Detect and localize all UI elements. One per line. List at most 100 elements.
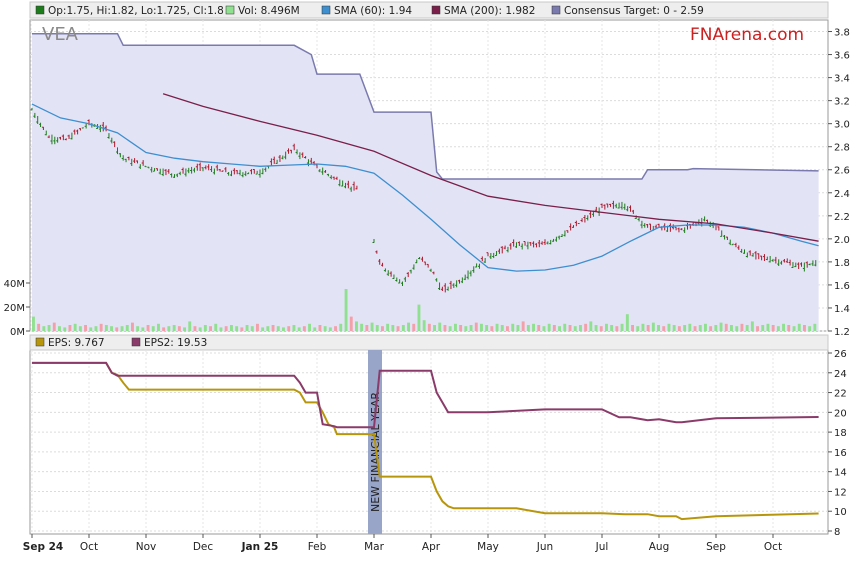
volume-bar	[235, 326, 239, 331]
volume-bar	[422, 320, 426, 331]
volume-bar	[599, 326, 603, 331]
volume-bar	[610, 325, 614, 331]
volume-bar	[641, 323, 645, 331]
volume-bar	[552, 325, 556, 331]
volume-bar	[537, 325, 541, 331]
volume-bar	[115, 327, 119, 331]
volume-bar	[782, 323, 785, 331]
volume-bar	[136, 326, 140, 331]
volume-bar	[787, 325, 791, 331]
volume-bar	[365, 325, 369, 331]
volume-bar	[511, 323, 515, 331]
legend-top: Op:1.75, Hi:1.82, Lo:1.725, Cl:1.8 Vol: 8…	[35, 5, 704, 17]
volume-bar	[433, 325, 436, 331]
volume-bar	[224, 326, 228, 331]
x-tick-label: May	[477, 541, 499, 553]
volume-bar	[485, 325, 489, 331]
volume-bar	[579, 325, 582, 331]
volume-bar	[230, 325, 233, 331]
volume-bar	[761, 325, 765, 331]
x-tick-label: Sep	[706, 541, 726, 553]
volume-bar	[766, 323, 770, 331]
volume-bar	[448, 326, 452, 331]
volume-bar	[735, 326, 739, 331]
volume-bar	[89, 327, 93, 331]
legend-bottom-bar	[29, 334, 829, 351]
volume-bar	[266, 326, 270, 331]
volume-bar	[417, 304, 421, 331]
volume-bar	[803, 325, 806, 331]
volume-bar	[589, 321, 593, 331]
legend-label-consensus: Consensus Target: 0 - 2.59	[564, 5, 704, 17]
volume-bar	[209, 326, 212, 331]
volume-bar	[631, 325, 634, 331]
price-tick-label: 2.0	[834, 235, 850, 246]
legend-label-sma60: SMA (60): 1.94	[334, 5, 412, 17]
volume-bar	[344, 289, 348, 331]
eps2-line	[32, 361, 819, 429]
price-tick-label: 3.6	[834, 51, 850, 62]
volume-bar	[495, 323, 499, 331]
volume-bar	[776, 326, 780, 331]
price-tick-label: 1.4	[834, 304, 850, 315]
volume-bar	[469, 325, 473, 331]
volume-bar	[42, 326, 46, 331]
eps-tick-label: 16	[834, 448, 847, 459]
eps-grid	[30, 350, 828, 534]
legend-bottom: EPS: 9.767 EPS2: 19.53	[35, 337, 207, 349]
volume-bar	[620, 323, 624, 331]
x-tick-label: Feb	[308, 541, 327, 553]
eps-tick-label: 10	[834, 507, 847, 518]
volume-bar	[683, 325, 687, 331]
volume-bar	[427, 323, 431, 331]
legend-label-vol: Vol: 8.496M	[238, 5, 300, 17]
price-tick-label: 3.4	[834, 74, 850, 85]
eps-tick-label: 26	[834, 349, 847, 360]
legend-label-eps: EPS: 9.767	[48, 337, 105, 349]
volume-bar	[526, 325, 530, 331]
price-y-axis: 3.8 3.6 3.4 3.2 3.0 2.8 2.6 2.4 2.2 2.0 1.8 1.6 1.4 1…	[828, 28, 850, 338]
x-tick-label: Mar	[364, 541, 384, 553]
volume-bar	[542, 326, 546, 331]
eps-tick-label: 14	[834, 468, 847, 479]
x-tick-label: Dec	[193, 541, 214, 553]
volume-bar	[157, 323, 160, 331]
legend-swatch-eps	[35, 337, 45, 347]
volume-bar	[349, 316, 353, 331]
volume-bar	[396, 326, 400, 331]
volume-bar	[719, 322, 723, 331]
volume-bar	[146, 325, 150, 331]
volume-bar	[797, 323, 801, 331]
volume-bar	[573, 326, 577, 331]
sma60-line	[31, 103, 819, 272]
volume-bar	[256, 323, 259, 331]
volume-bar	[151, 326, 155, 331]
legend-swatch-sma60	[321, 5, 331, 15]
volume-bar	[240, 327, 244, 331]
volume-bar	[84, 325, 87, 331]
price-tick-label: 1.6	[834, 281, 850, 292]
volume-bar	[730, 325, 733, 331]
volume-bar	[282, 327, 285, 331]
volume-bar	[219, 327, 223, 331]
price-tick-label: 3.2	[834, 97, 850, 108]
price-tick-label: 3.0	[834, 120, 850, 131]
volume-bar	[63, 327, 67, 331]
volume-bars	[32, 289, 817, 331]
volume-bar	[532, 323, 535, 331]
volume-bar	[646, 325, 650, 331]
legend-swatch-vol	[225, 5, 235, 15]
consensus-target-line	[32, 33, 819, 180]
volume-bar	[672, 325, 676, 331]
volume-bar	[474, 322, 478, 331]
x-tick-label: Jun	[536, 541, 553, 553]
price-tick-label: 1.8	[834, 258, 850, 269]
volume-bar	[714, 325, 718, 331]
volume-bar	[407, 322, 410, 331]
volume-bar	[188, 321, 192, 331]
volume-bar	[584, 323, 588, 331]
volume-bar	[443, 325, 447, 331]
x-tick-label: Jul	[595, 541, 609, 553]
volume-tick-label: 40M	[4, 279, 25, 290]
